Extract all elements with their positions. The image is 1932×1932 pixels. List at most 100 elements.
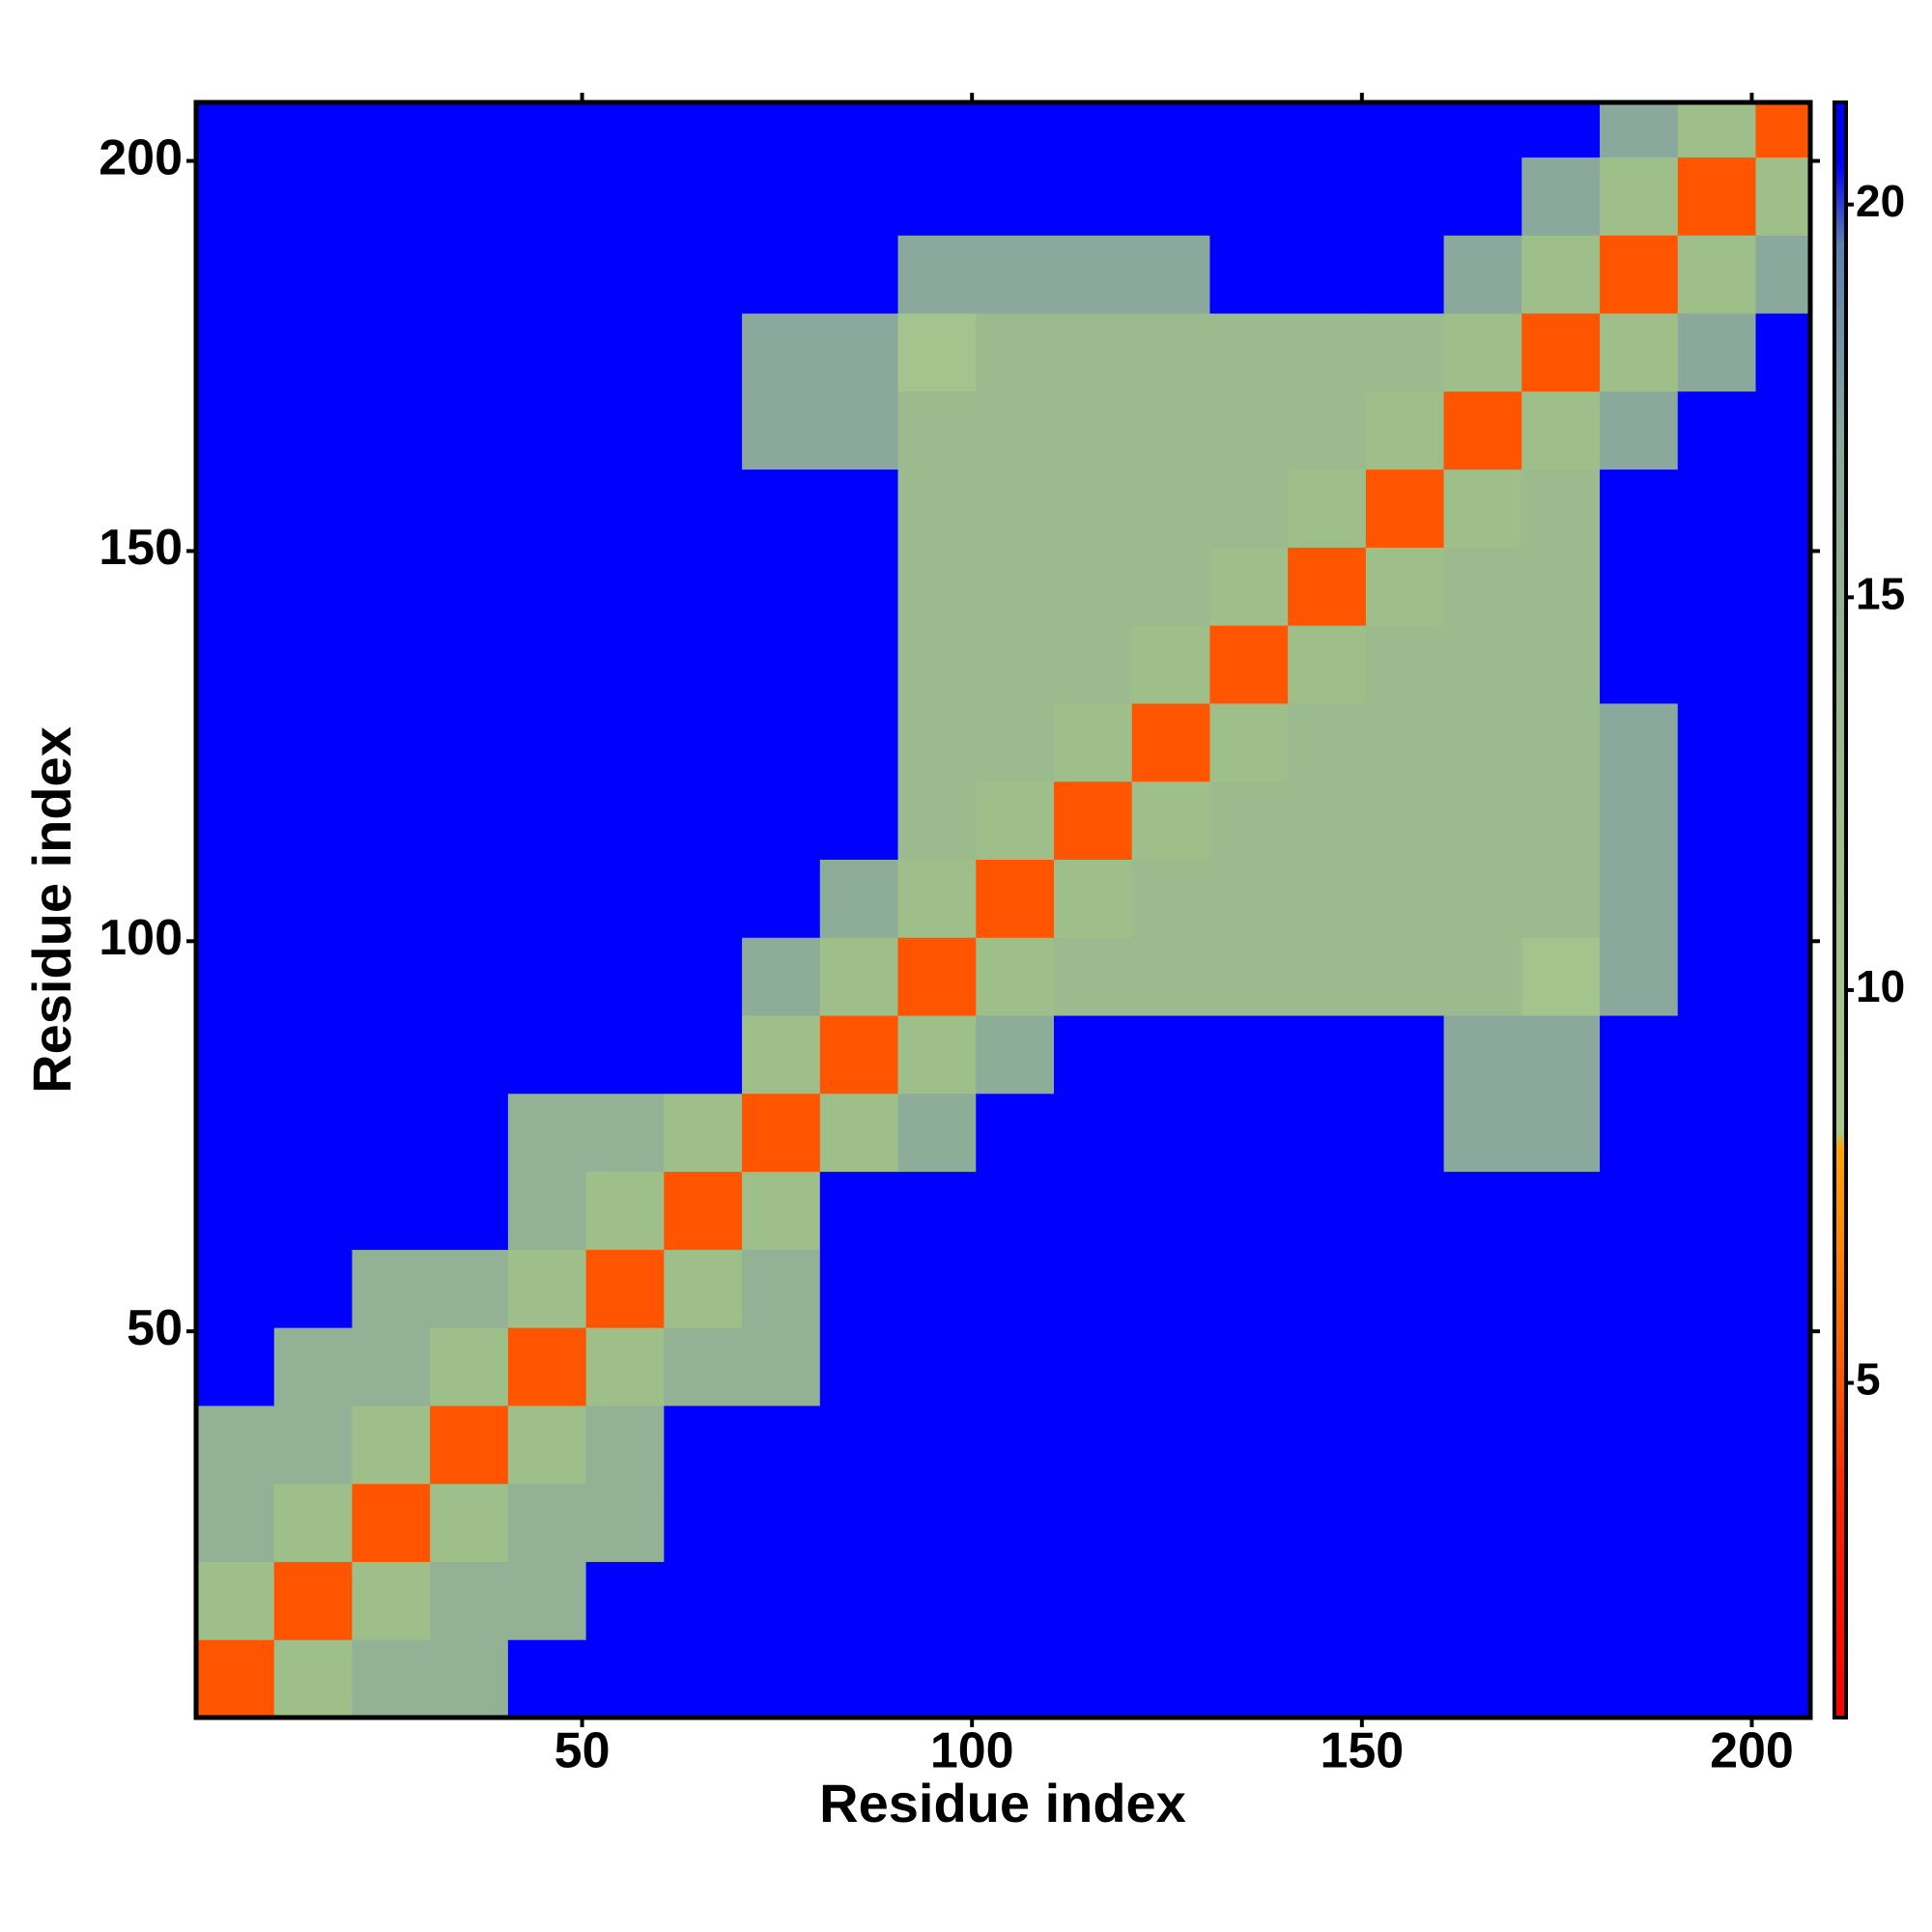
heatmap-cell xyxy=(1677,625,1756,704)
heatmap-cell xyxy=(1209,625,1289,704)
heatmap-cell xyxy=(897,1483,977,1562)
heatmap-cell xyxy=(1521,102,1601,158)
heatmap-cell xyxy=(819,469,899,548)
heatmap-cell xyxy=(1521,1639,1601,1719)
heatmap-cell xyxy=(976,781,1055,860)
heatmap-cell xyxy=(1209,102,1289,158)
heatmap-cell xyxy=(1365,1015,1445,1094)
heatmap-cell xyxy=(507,1171,587,1250)
heatmap-cell xyxy=(1443,390,1522,470)
heatmap-cell xyxy=(273,1327,353,1406)
heatmap-cell xyxy=(1755,547,1811,626)
heatmap-cell xyxy=(430,547,509,626)
heatmap-cell xyxy=(1443,1093,1522,1173)
heatmap-cell xyxy=(976,1327,1055,1406)
heatmap-cell xyxy=(585,1639,665,1719)
heatmap-cell xyxy=(976,1015,1055,1094)
heatmap-cell xyxy=(196,547,275,626)
heatmap-cell xyxy=(1053,1483,1133,1562)
heatmap-cell xyxy=(585,859,665,938)
heatmap-cell xyxy=(585,1015,665,1094)
heatmap-cell xyxy=(1755,625,1811,704)
heatmap-cell xyxy=(1131,1015,1210,1094)
heatmap-cell xyxy=(585,1483,665,1562)
heatmap-cell xyxy=(273,1171,353,1250)
heatmap-cell xyxy=(1677,1249,1756,1328)
heatmap-cell xyxy=(897,390,977,470)
heatmap-cell xyxy=(1521,1093,1601,1173)
heatmap-cell xyxy=(1209,1639,1289,1719)
heatmap-cell xyxy=(430,1561,509,1640)
heatmap-cell xyxy=(1131,781,1210,860)
heatmap-cell xyxy=(664,1093,743,1173)
heatmap-cell xyxy=(1443,702,1522,782)
heatmap-cell xyxy=(585,390,665,470)
heatmap-cell xyxy=(897,1015,977,1094)
heatmap-cell xyxy=(196,859,275,938)
heatmap-cell xyxy=(1365,1483,1445,1562)
heatmap-cell xyxy=(1677,1171,1756,1250)
heatmap-cell xyxy=(352,1171,431,1250)
heatmap-cell xyxy=(1053,1639,1133,1719)
heatmap-cell xyxy=(1288,1015,1367,1094)
x-axis-label: Residue index xyxy=(819,1773,1186,1833)
heatmap-cell xyxy=(585,1405,665,1485)
heatmap-cell xyxy=(1131,1405,1210,1485)
heatmap-cell xyxy=(897,937,977,1016)
heatmap-cell xyxy=(976,390,1055,470)
heatmap-cell xyxy=(273,469,353,548)
heatmap-cell xyxy=(1443,1639,1522,1719)
heatmap-cell xyxy=(352,235,431,314)
heatmap-cell xyxy=(1365,1171,1445,1250)
heatmap-cell xyxy=(1600,859,1679,938)
heatmap-cell xyxy=(664,1327,743,1406)
heatmap-cell xyxy=(352,469,431,548)
heatmap-cell xyxy=(1600,625,1679,704)
heatmap-cell xyxy=(1053,1249,1133,1328)
heatmap-cell xyxy=(273,1483,353,1562)
heatmap-cell xyxy=(1521,937,1601,1016)
heatmap-cell xyxy=(585,1249,665,1328)
heatmap-cell xyxy=(196,1405,275,1485)
heatmap-cell xyxy=(1755,1405,1811,1485)
heatmap-cell xyxy=(1288,102,1367,158)
heatmap-cell xyxy=(273,313,353,392)
heatmap-cell xyxy=(664,1405,743,1485)
heatmap-cell xyxy=(1131,313,1210,392)
heatmap-cell xyxy=(430,1093,509,1173)
heatmap-cell xyxy=(273,702,353,782)
heatmap-cell xyxy=(1443,1249,1522,1328)
heatmap-cell xyxy=(819,102,899,158)
heatmap-cell xyxy=(1600,1093,1679,1173)
colorbar-tick-label: 15 xyxy=(1856,568,1905,618)
heatmap-cell xyxy=(1600,102,1679,158)
heatmap-cell xyxy=(196,1093,275,1173)
heatmap-cell xyxy=(430,313,509,392)
heatmap-cell xyxy=(742,156,821,236)
heatmap-cell xyxy=(1677,1561,1756,1640)
heatmap-cell xyxy=(1209,1249,1289,1328)
heatmap-cell xyxy=(1677,702,1756,782)
heatmap-cell xyxy=(897,313,977,392)
heatmap-cell xyxy=(430,1483,509,1562)
heatmap-cell xyxy=(1209,859,1289,938)
heatmap-cell xyxy=(897,1093,977,1173)
heatmap-cell xyxy=(430,859,509,938)
heatmap-cell xyxy=(585,469,665,548)
heatmap-cell xyxy=(897,547,977,626)
heatmap-cell xyxy=(1209,781,1289,860)
heatmap-cell xyxy=(196,235,275,314)
heatmap-cell xyxy=(1365,781,1445,860)
heatmap-cell xyxy=(1288,702,1367,782)
heatmap-cell xyxy=(1755,859,1811,938)
heatmap-cell xyxy=(196,1561,275,1640)
heatmap-cell xyxy=(976,469,1055,548)
heatmap-cell xyxy=(1677,1093,1756,1173)
heatmap-cell xyxy=(819,1561,899,1640)
heatmap-cell xyxy=(819,1249,899,1328)
heatmap-cell xyxy=(196,390,275,470)
heatmap-cell xyxy=(585,937,665,1016)
heatmap-cell xyxy=(196,313,275,392)
heatmap-cell xyxy=(742,1639,821,1719)
heatmap-cell xyxy=(1521,859,1601,938)
